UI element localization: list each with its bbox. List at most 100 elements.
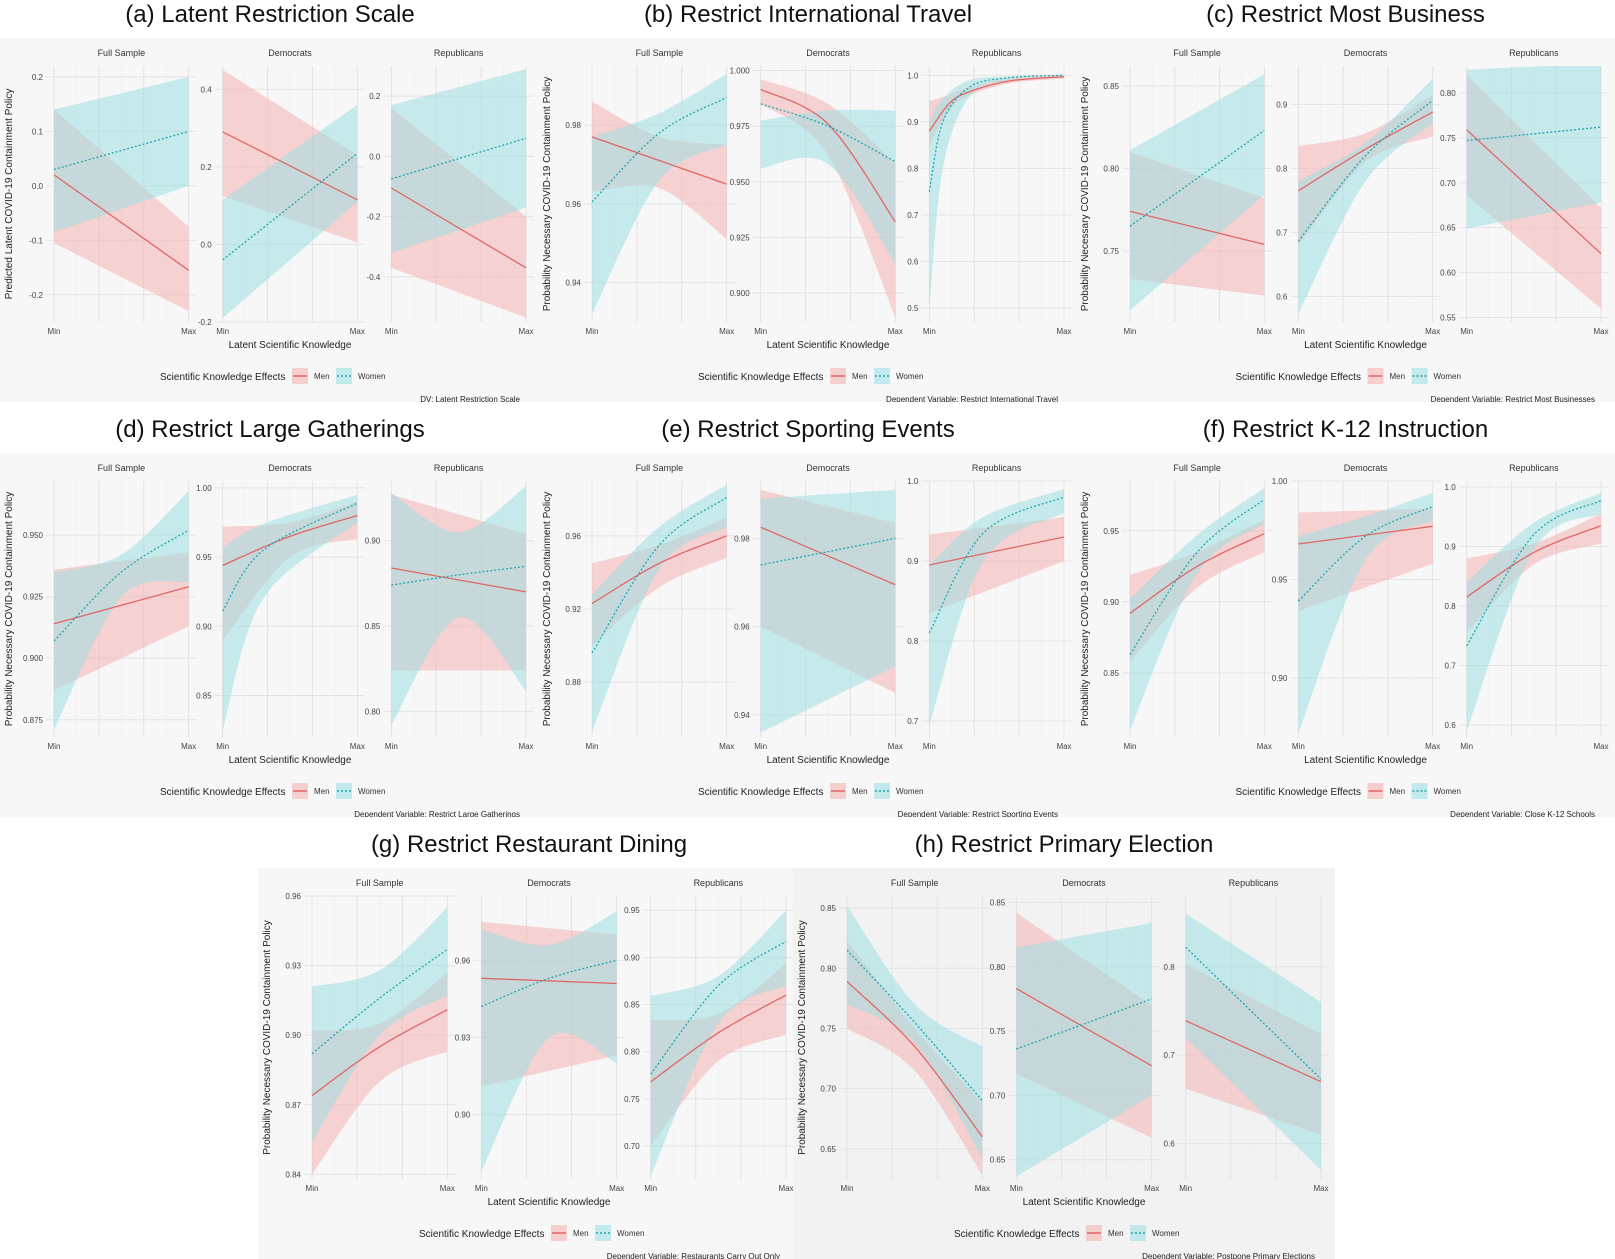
figure-g: (g) Restrict Restaurant Dining Probabili…	[258, 830, 800, 1259]
x-tick-label: Min	[1292, 742, 1305, 751]
y-tick-label: 1.0	[907, 477, 919, 486]
y-tick-label: 0.950	[23, 531, 44, 540]
women-confidence-band	[847, 905, 983, 1159]
y-tick-label: 0.9	[907, 118, 919, 127]
x-tick-label: Max	[719, 327, 734, 336]
women-confidence-band	[1298, 78, 1433, 314]
y-tick-label: 0.90	[455, 1111, 471, 1120]
men-confidence-band	[312, 972, 448, 1175]
facet-label: Republicans	[1509, 48, 1559, 58]
figure-title: (b) Restrict International Travel	[643, 1, 973, 28]
legend-title: Scientific Knowledge Effects	[160, 787, 285, 798]
y-tick-label: 0.90	[196, 622, 212, 631]
plot-area	[928, 489, 1065, 725]
caption: Dependent Variable: Restaurants Carry Ou…	[607, 1252, 780, 1259]
facet-panel-full-sample: Full Sample 0.84 0.87 0.90 0.93 0.96 Min Max	[285, 878, 456, 1193]
women-line	[591, 96, 727, 203]
chart-c: Probability Necessary COVID-19 Containme…	[1080, 48, 1609, 402]
y-tick-label: 0.65	[820, 1145, 836, 1154]
y-tick-label: 0.96	[565, 200, 581, 209]
y-tick-label: 0.4	[201, 85, 213, 94]
y-tick-label: 0.95	[1103, 527, 1119, 536]
facet-panel-full-sample: Full Sample 0.875 0.900 0.925 0.950 Min Max	[23, 463, 197, 751]
men-line	[1466, 525, 1602, 598]
y-tick-label: 0.90	[285, 1031, 301, 1040]
y-tick-label: 0.9	[1276, 100, 1288, 109]
figure-b: (b) Restrict International Travel Probab…	[538, 0, 1078, 402]
women-line	[1185, 946, 1322, 1080]
y-tick-label: 0.75	[624, 1095, 640, 1104]
chart-d: Probability Necessary COVID-19 Containme…	[4, 463, 534, 817]
men-line	[1297, 111, 1434, 192]
women-confidence-band	[222, 494, 358, 731]
facet-label: Democrats	[806, 463, 850, 473]
x-tick-label: Min	[306, 1184, 319, 1193]
x-axis-label: Latent Scientific Knowledge	[1304, 755, 1427, 766]
y-tick-label: 0.80	[624, 1048, 640, 1057]
y-tick-label: 0.900	[23, 654, 44, 663]
x-tick-label: Max	[1257, 327, 1272, 336]
facet-panel-republicans: Republicans 0.55 0.60 0.65 0.70 0.75 0.80 Min Ma…	[1440, 48, 1609, 336]
plot-area	[53, 76, 190, 312]
women-line	[53, 130, 189, 171]
figure-title: (c) Restrict Most Business	[1206, 1, 1485, 28]
y-tick-label: 0.9	[1445, 542, 1457, 551]
legend: Scientific Knowledge Effects Men Women	[698, 368, 923, 384]
legend: Scientific Knowledge Effects Men Women	[419, 1225, 644, 1241]
y-tick-label: 0.8	[1164, 963, 1176, 972]
y-tick-label: 0.70	[1440, 179, 1456, 188]
women-line	[928, 74, 1065, 192]
facet-panel-republicans: Republicans 0.6 0.7 0.8 Min Max	[1164, 878, 1329, 1193]
facet-label: Republicans	[434, 48, 484, 58]
women-confidence-band	[592, 73, 727, 315]
plot-area	[1297, 492, 1433, 734]
legend-label-men: Men	[314, 372, 330, 381]
y-tick-label: 1.00	[1272, 477, 1288, 486]
y-tick-label: 0.925	[730, 233, 751, 242]
plot-area	[390, 69, 527, 318]
legend-label-men: Men	[1108, 1229, 1124, 1238]
legend-label-women: Women	[358, 787, 385, 796]
women-line	[1297, 506, 1433, 602]
y-tick-label: 0.92	[565, 605, 581, 614]
facet-panel-democrats: Democrats 0.6 0.7 0.8 0.9 Min Max	[1276, 48, 1441, 336]
women-confidence-band	[760, 489, 896, 733]
y-tick-label: 1.00	[196, 484, 212, 493]
facet-label: Democrats	[268, 48, 312, 58]
y-tick-label: 0.70	[820, 1085, 836, 1094]
y-tick-label: 0.95	[624, 906, 640, 915]
x-tick-label: Max	[975, 1184, 990, 1193]
y-tick-label: 0.96	[455, 956, 471, 965]
women-confidence-band	[391, 486, 526, 726]
women-confidence-band	[1298, 492, 1433, 734]
legend-title: Scientific Knowledge Effects	[1236, 372, 1361, 383]
y-tick-label: 0.8	[907, 637, 919, 646]
x-tick-label: Max	[181, 742, 196, 751]
y-tick-label: 0.7	[1164, 1051, 1176, 1060]
plot-area	[1466, 492, 1602, 731]
men-line	[481, 977, 617, 985]
men-line	[1466, 129, 1602, 255]
women-confidence-band	[1130, 488, 1265, 730]
legend-label-men: Men	[1390, 372, 1406, 381]
facet-panel-republicans: Republicans 0.6 0.7 0.8 0.9 1.0 Min Max	[1445, 463, 1609, 751]
men-line	[591, 535, 727, 605]
x-tick-label: Min	[475, 1184, 488, 1193]
y-tick-label: 0.85	[1103, 669, 1119, 678]
plot-area	[222, 494, 358, 731]
women-line	[1016, 998, 1152, 1050]
women-line	[1129, 129, 1265, 227]
facet-label: Full Sample	[356, 878, 404, 888]
legend-title: Scientific Knowledge Effects	[954, 1229, 1079, 1240]
men-confidence-band	[1130, 519, 1265, 662]
y-tick-label: 0.8	[1276, 164, 1288, 173]
x-tick-label: Max	[350, 742, 365, 751]
y-tick-label: 0.93	[455, 1034, 471, 1043]
x-tick-label: Max	[1593, 327, 1608, 336]
facet-label: Full Sample	[98, 48, 146, 58]
y-tick-label: 0.7	[1445, 662, 1457, 671]
x-tick-label: Max	[440, 1184, 455, 1193]
men-line	[846, 981, 983, 1138]
legend-title: Scientific Knowledge Effects	[419, 1229, 544, 1240]
women-line	[391, 565, 527, 586]
